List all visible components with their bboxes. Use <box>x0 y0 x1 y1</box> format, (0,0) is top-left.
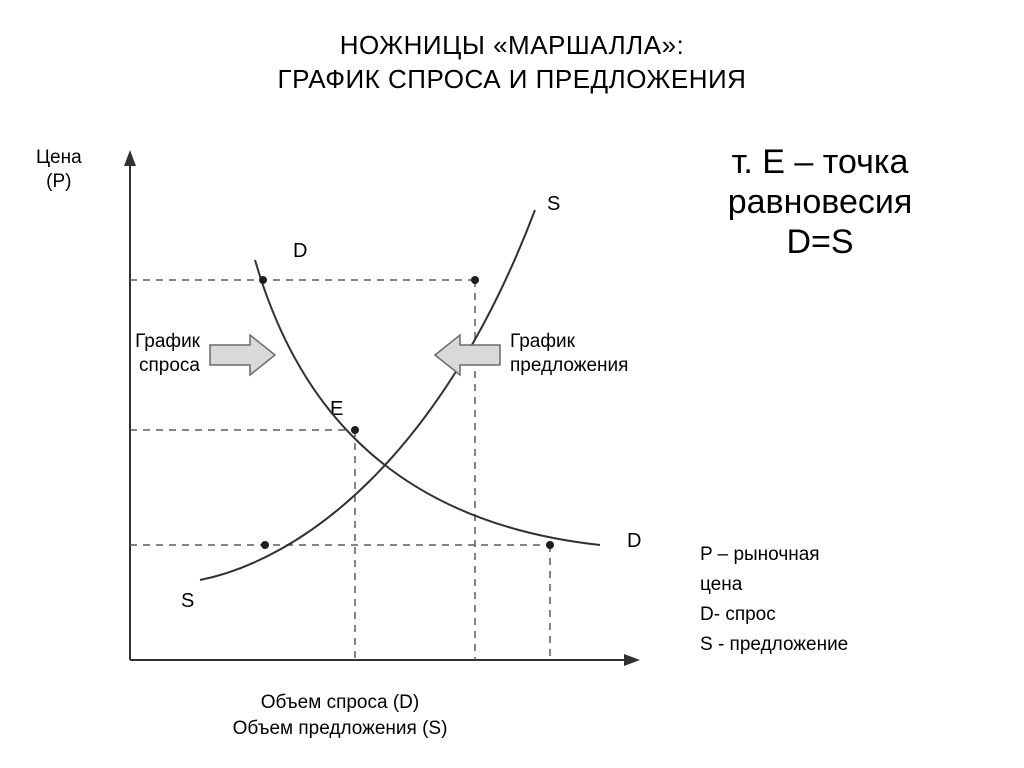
eq-line-3: D=S <box>640 222 1000 262</box>
legend-p-1: P – рыночная <box>700 540 848 570</box>
x-caption-1: Объем спроса (D) <box>190 690 490 716</box>
demand-curve <box>255 260 600 545</box>
legend-p-2: цена <box>700 570 848 600</box>
supply-curve <box>200 210 535 580</box>
reference-lines <box>130 280 550 660</box>
equilibrium-note: т. Е – точка равновесия D=S <box>640 142 1000 262</box>
x-axis-caption: Объем спроса (D) Объем предложения (S) <box>190 690 490 742</box>
supply-demand-chart <box>40 130 660 690</box>
legend-s: S - предложение <box>700 630 848 660</box>
title-line-2: ГРАФИК СПРОСА И ПРЕДЛОЖЕНИЯ <box>0 62 1024 96</box>
title-line-1: НОЖНИЦЫ «МАРШАЛЛА»: <box>0 28 1024 62</box>
eq-line-1: т. Е – точка <box>640 142 1000 182</box>
demand-arrow-icon <box>210 335 275 375</box>
chart-dots <box>259 276 554 549</box>
legend-d: D- спрос <box>700 600 848 630</box>
chart-title: НОЖНИЦЫ «МАРШАЛЛА»: ГРАФИК СПРОСА И ПРЕД… <box>0 28 1024 96</box>
legend-block: P – рыночная цена D- спрос S - предложен… <box>700 540 848 660</box>
axes <box>124 150 640 666</box>
supply-arrow-icon <box>435 335 500 375</box>
eq-line-2: равновесия <box>640 182 1000 222</box>
page-root: { "title": { "line1": "НОЖНИЦЫ «МАРШАЛЛА… <box>0 0 1024 768</box>
x-caption-2: Объем предложения (S) <box>190 716 490 742</box>
chart-canvas <box>40 130 660 690</box>
